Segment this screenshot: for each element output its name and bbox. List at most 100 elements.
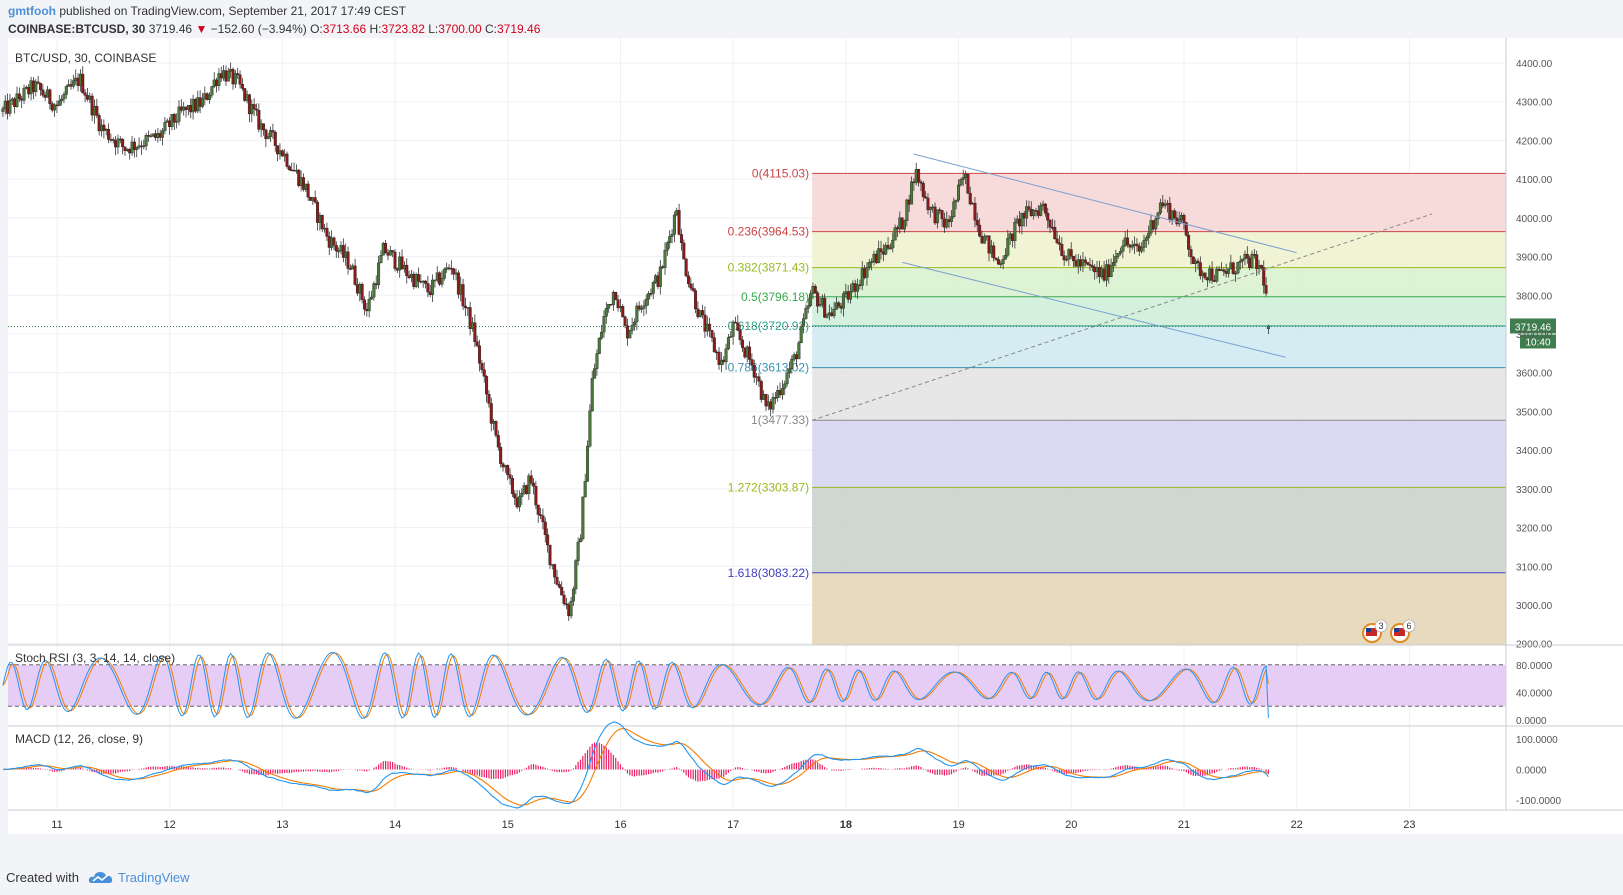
candle-body (945, 219, 949, 228)
price-tick-label: 4300.00 (1516, 98, 1553, 109)
candle-body (999, 263, 1003, 265)
candle-body (1126, 237, 1130, 245)
candle-body (602, 316, 606, 333)
time-tick-label: 14 (389, 819, 401, 831)
candle-body (163, 122, 167, 131)
price-chart-svg[interactable]: 0(4115.03) 0.236(3964.53) 0.382(3871.43) 0.… (0, 38, 1623, 858)
candle-body (837, 302, 841, 307)
last-price-label: 3719.46 (1515, 322, 1552, 333)
candle-body (1264, 285, 1268, 294)
candle-body (978, 224, 982, 237)
candle-body (891, 239, 895, 249)
candle-body (102, 124, 106, 131)
countdown-label: 10:40 (1525, 337, 1550, 348)
price-tick-label: 4200.00 (1516, 136, 1553, 147)
candle-body (1259, 265, 1263, 268)
candle-body (379, 255, 383, 264)
candle-body (257, 109, 261, 130)
candle-body (391, 250, 395, 253)
candle-body (701, 310, 705, 316)
price-tick-label: 3200.00 (1516, 524, 1553, 535)
stoch-title: Stoch RSI (3, 3, 14, 14, close) (15, 651, 175, 665)
chart-area[interactable]: 0(4115.03) 0.236(3964.53) 0.382(3871.43) 0.… (0, 38, 1623, 858)
candle-body (60, 98, 64, 102)
candle-body (463, 305, 467, 309)
candle-body (377, 262, 381, 286)
macd-tick-label: 100.0000 (1516, 735, 1558, 746)
time-tick-label: 19 (952, 819, 964, 831)
fib-zone (812, 325, 1506, 368)
flag-canton (1394, 628, 1399, 632)
candle-body (177, 106, 181, 122)
candle-body (252, 104, 256, 110)
price-tick-label: 3100.00 (1516, 562, 1553, 573)
candle-body (146, 135, 150, 137)
candle-body (1198, 262, 1202, 277)
candle-body (1147, 232, 1151, 238)
candle-body (132, 141, 136, 150)
candle-body (597, 338, 601, 354)
candle-body (1215, 268, 1219, 282)
candle-body (1203, 272, 1207, 279)
candle-body (637, 305, 641, 310)
candle-body (658, 266, 662, 287)
price-axis-background (1506, 38, 1623, 834)
candle-body (1053, 227, 1057, 240)
candle-body (888, 247, 892, 250)
macd-tick-label: 0.0000 (1516, 766, 1547, 777)
candle-body (360, 284, 364, 300)
candle-body (1043, 203, 1047, 214)
candle-body (496, 435, 500, 448)
candle-body (816, 292, 820, 307)
candle-body (1144, 237, 1148, 241)
candle-body (1006, 238, 1010, 256)
candle-body (489, 403, 493, 424)
candle-body (644, 298, 648, 307)
candle-body (287, 166, 291, 171)
created-with-text: Created with (6, 870, 79, 885)
candle-body (424, 280, 428, 284)
candle-body (1184, 222, 1188, 236)
candle-body (346, 251, 350, 269)
candle-body (34, 81, 38, 93)
candle-body (574, 560, 578, 590)
flag-icon (1394, 628, 1405, 636)
candle-body (823, 297, 827, 318)
candle-body (38, 83, 42, 91)
candle-body (370, 296, 374, 300)
open-label: O: (310, 22, 323, 36)
candle-body (1210, 268, 1214, 281)
candle-body (306, 183, 310, 198)
candle-body (647, 293, 651, 300)
author-name[interactable]: gmtfooh (8, 4, 56, 18)
candle-body (480, 363, 484, 370)
candle-body (926, 197, 930, 211)
fib-zone (812, 420, 1506, 488)
candle-body (532, 482, 536, 487)
candle-body (1090, 265, 1094, 268)
candle-body (703, 314, 707, 332)
candle-body (264, 129, 268, 139)
candle-body (799, 326, 803, 344)
candle-body (1227, 268, 1231, 274)
candle-body (1135, 243, 1139, 247)
candle-body (973, 202, 977, 221)
candle-body (975, 219, 979, 226)
candle-body (1222, 269, 1226, 272)
candle-body (949, 216, 953, 222)
candle-body (884, 244, 888, 255)
flag-canton (1366, 628, 1371, 632)
tradingview-brand-link[interactable]: TradingView (118, 870, 190, 885)
published-text: published on TradingView.com, September … (59, 4, 406, 18)
candle-body (534, 486, 538, 506)
candle-body (679, 234, 683, 244)
stoch-d-line (2, 652, 1269, 719)
candle-body (628, 330, 632, 339)
candle-body (513, 493, 517, 499)
candle-body (17, 93, 21, 100)
candle-body (987, 235, 991, 254)
candle-body (635, 305, 639, 323)
candle-body (482, 369, 486, 377)
candle-body (790, 358, 794, 369)
candle-body (607, 304, 611, 309)
